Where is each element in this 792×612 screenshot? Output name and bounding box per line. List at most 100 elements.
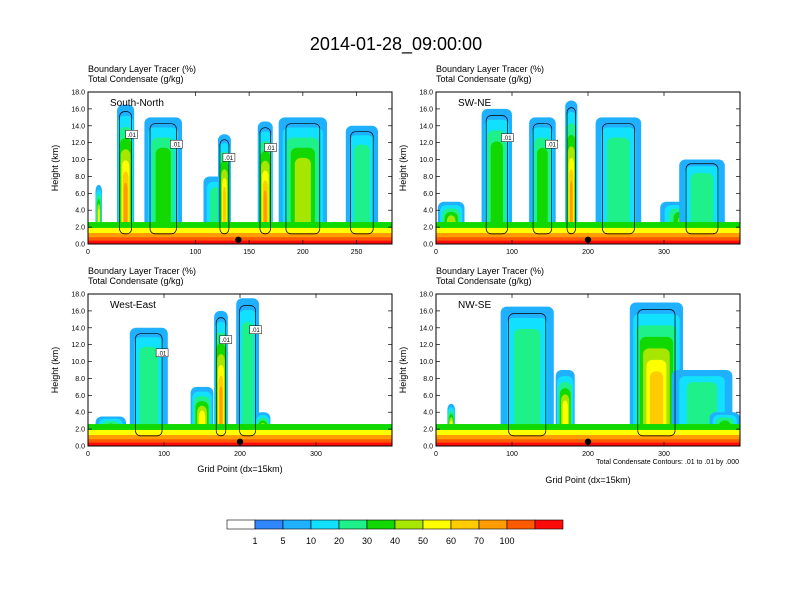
x-tick-label: 100 [190,249,202,256]
y-tick-label: 12.0 [71,342,85,349]
condensate-contour-2 [508,313,547,437]
orientation-label: NW-SE [458,300,491,311]
y-tick-label: 8.0 [75,174,85,181]
panel-2: .01 .01 SW-NE 0.0 2.0 4.0 6.0 8.0 10.0 12.0 14.0 16… [398,64,741,256]
colorbar-swatch [310,519,340,530]
condensate-contour-5 [602,123,635,235]
y-tick-label: 14.0 [419,123,433,130]
y-tick-label: 8.0 [423,174,433,181]
x-tick-label: 200 [234,451,246,458]
contour-label-box [545,139,558,149]
colorbar-swatch [366,519,396,530]
y-tick-label: 14.0 [71,123,85,130]
colorbar: 1 5 10 20 30 40 50 60 70 100 [226,519,564,546]
tracer-feature-2 [481,108,512,244]
tracer-feature-5 [236,298,259,446]
colorbar-swatch [534,519,564,530]
panel-title-line: Total Condensate (g/kg) [436,74,532,84]
x-tick-label: 0 [86,451,90,458]
panel-title-line: Boundary Layer Tracer (%) [88,266,196,276]
orientation-label: South-North [110,98,164,109]
location-marker [584,236,592,243]
tracer-feature-4 [214,310,228,446]
colorbar-swatch [254,519,284,530]
panel-title-line: Boundary Layer Tracer (%) [88,64,196,74]
colorbar-swatch [394,519,424,530]
y-tick-label: 10.0 [419,157,433,164]
condensate-contour-7 [685,163,719,235]
y-tick-label: 6.0 [423,393,433,400]
condensate-contour-5 [219,139,230,235]
condensate-contour-4 [566,107,576,235]
tracer-feature-7 [278,117,328,244]
y-tick-label: 4.0 [75,410,85,417]
colorbar-label: 50 [418,536,428,546]
y-tick-label: 14.0 [419,325,433,332]
colorbar-label: 60 [446,536,456,546]
y-tick-label: 4.0 [75,208,85,215]
contour-label-box [264,143,277,152]
contour-footnote: Total Condensate Contours: .01 to .01 by… [596,459,739,466]
colorbar-label: 20 [334,536,344,546]
condensate-contour-2 [119,111,132,235]
y-axis-label: Height (km) [50,145,60,192]
y-tick-label: 0.0 [75,444,85,451]
x-tick-label: 300 [658,249,670,256]
y-axis-label: Height (km) [398,145,408,192]
y-tick-label: 16.0 [419,308,433,315]
plot-area [436,294,740,446]
contour-label: .01 [225,156,234,162]
contour-label: .01 [548,143,557,149]
x-tick-label: 150 [243,249,255,256]
colorbar-label: 100 [499,536,514,546]
y-axis-label: Height (km) [398,347,408,394]
condensate-contour-5 [239,305,256,437]
tracer-feature-2 [129,327,168,446]
condensate-contour-7 [285,123,321,235]
tracer-feature-4 [565,100,578,244]
y-tick-label: 18.0 [419,292,433,299]
y-tick-label: 12.0 [419,342,433,349]
tracer-feature-4 [629,302,683,446]
y-tick-label: 6.0 [423,191,433,198]
y-tick-label: 2.0 [423,225,433,232]
page-title: 2014-01-28_09:00:00 [310,34,482,55]
panel-title-line: Total Condensate (g/kg) [436,276,532,286]
y-tick-label: 6.0 [75,191,85,198]
contour-label-box [249,325,262,334]
y-tick-label: 2.0 [75,225,85,232]
x-axis-label: Grid Point (dx=15km) [197,464,282,474]
x-tick-label: 200 [582,451,594,458]
y-tick-label: 14.0 [71,325,85,332]
tracer-feature-2 [500,306,554,446]
plot-area: .01 .01 .01 .01 [88,92,392,244]
condensate-contour-4 [215,317,227,437]
colorbar-label: 70 [474,536,484,546]
y-tick-label: 4.0 [423,208,433,215]
tracer-feature-3 [529,117,556,244]
y-tick-label: 18.0 [71,90,85,97]
contour-label-box [222,153,236,162]
x-tick-label: 300 [658,451,670,458]
contour-label: .01 [251,328,260,334]
colorbar-swatch [450,519,480,530]
panel-1: .01 .01 .01 .01 South-North 0.0 2.0 4.0 6.0 8.0 10… [50,64,393,256]
panel-title-line: Boundary Layer Tracer (%) [436,266,544,276]
y-tick-label: 8.0 [75,376,85,383]
contour-label: .01 [172,143,181,149]
colorbar-swatch [422,519,452,530]
y-tick-label: 10.0 [71,359,85,366]
colorbar-swatch [282,519,312,530]
y-tick-label: 12.0 [419,140,433,147]
colorbar-swatch [226,519,256,530]
x-tick-label: 200 [297,249,309,256]
y-tick-label: 4.0 [423,410,433,417]
colorbar-label: 30 [362,536,372,546]
y-tick-label: 8.0 [423,376,433,383]
condensate-contour-4 [637,309,676,437]
orientation-label: West-East [110,300,156,311]
x-tick-label: 100 [506,451,518,458]
orientation-label: SW-NE [458,98,491,109]
contour-label: .01 [127,133,136,139]
